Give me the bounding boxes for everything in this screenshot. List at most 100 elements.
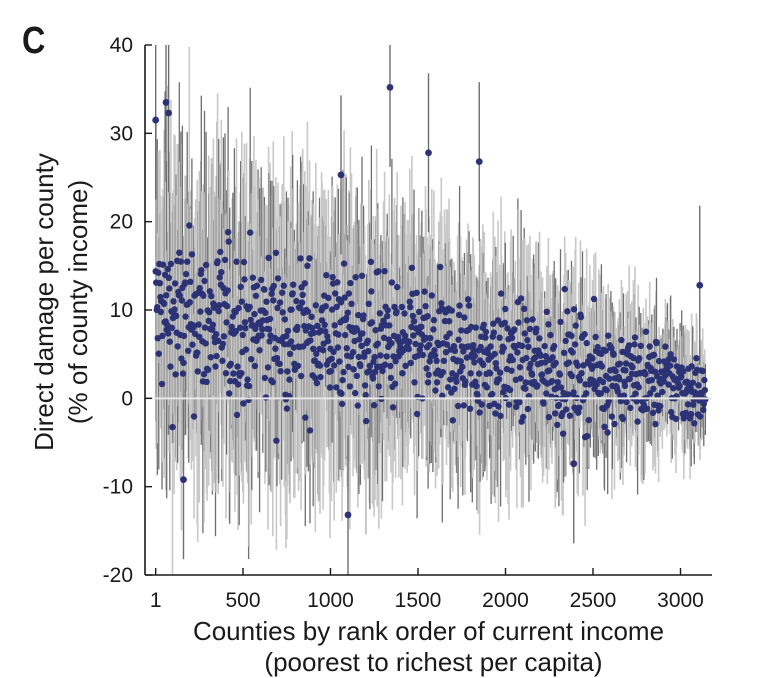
data-point	[364, 337, 371, 344]
data-point	[221, 256, 229, 264]
data-point	[407, 303, 414, 311]
data-point	[467, 370, 474, 377]
data-point	[274, 304, 281, 312]
data-point	[270, 282, 277, 290]
data-point	[326, 384, 334, 391]
data-point	[475, 158, 483, 166]
data-point	[358, 272, 366, 279]
data-point	[354, 402, 361, 409]
data-point	[696, 281, 704, 289]
data-point	[226, 390, 233, 397]
data-point	[333, 384, 340, 391]
data-point	[564, 391, 571, 398]
data-point	[274, 275, 282, 282]
data-point	[475, 370, 483, 377]
data-point	[542, 359, 549, 366]
data-point	[577, 313, 585, 321]
data-point	[273, 354, 281, 362]
data-point	[333, 303, 340, 310]
y-tick-label: 0	[121, 387, 133, 410]
data-point	[366, 367, 373, 375]
data-point	[190, 324, 197, 331]
data-point	[162, 99, 170, 106]
data-point	[458, 327, 465, 334]
data-point	[223, 302, 231, 310]
data-point	[439, 369, 447, 376]
data-point	[265, 254, 272, 261]
data-point	[576, 404, 583, 411]
data-point	[557, 318, 564, 326]
data-point	[533, 325, 540, 332]
data-point	[447, 376, 454, 383]
data-point	[163, 292, 170, 299]
data-point	[606, 375, 613, 382]
data-point	[515, 319, 522, 326]
data-point	[520, 413, 527, 421]
data-point	[516, 364, 524, 371]
data-point	[501, 319, 508, 326]
data-point	[237, 283, 244, 290]
data-point	[642, 371, 649, 378]
data-point	[407, 359, 414, 367]
data-point	[555, 401, 563, 409]
data-point	[312, 302, 319, 309]
data-point	[324, 333, 331, 340]
data-point	[322, 303, 329, 310]
data-point	[180, 359, 187, 367]
data-point	[268, 290, 275, 297]
data-point	[543, 308, 550, 315]
data-point	[179, 370, 187, 377]
data-point	[213, 352, 220, 360]
data-point	[631, 341, 638, 348]
data-point	[200, 292, 207, 299]
data-point	[171, 306, 178, 313]
data-point	[391, 380, 399, 387]
data-point	[343, 314, 350, 322]
data-point	[575, 409, 582, 416]
data-point	[338, 400, 346, 408]
data-point	[480, 321, 487, 328]
data-point	[324, 337, 332, 345]
data-point	[214, 258, 221, 265]
data-point	[258, 276, 265, 284]
data-point	[349, 349, 357, 356]
data-point	[200, 371, 208, 378]
data-point	[350, 366, 357, 373]
data-point	[660, 378, 668, 385]
data-point	[598, 363, 606, 370]
data-point	[281, 316, 288, 323]
data-point	[206, 288, 213, 295]
data-point	[425, 371, 432, 378]
data-point	[276, 360, 283, 367]
data-point	[186, 299, 193, 306]
data-point	[589, 355, 596, 362]
data-point	[212, 363, 219, 370]
data-point	[398, 303, 406, 311]
data-point	[304, 308, 312, 315]
data-point	[431, 352, 439, 359]
data-point	[410, 332, 417, 339]
data-point	[219, 357, 226, 364]
data-point	[545, 321, 552, 328]
data-point	[482, 334, 489, 341]
data-point	[212, 331, 220, 338]
data-point	[459, 363, 466, 371]
data-point	[363, 417, 370, 425]
data-point	[433, 357, 440, 364]
data-point	[557, 384, 565, 391]
data-point	[223, 319, 230, 326]
data-point	[165, 274, 172, 281]
data-point	[581, 331, 588, 338]
data-point	[384, 312, 391, 320]
data-point	[455, 336, 462, 343]
data-point	[371, 368, 379, 376]
data-point	[695, 382, 702, 389]
data-point	[283, 405, 291, 412]
data-point	[524, 336, 531, 344]
x-tick-label: 2000	[482, 589, 529, 612]
data-point	[701, 386, 708, 394]
data-point	[284, 368, 291, 375]
data-point	[457, 358, 464, 365]
data-point	[329, 274, 336, 281]
x-tick-label: 3000	[657, 589, 704, 612]
